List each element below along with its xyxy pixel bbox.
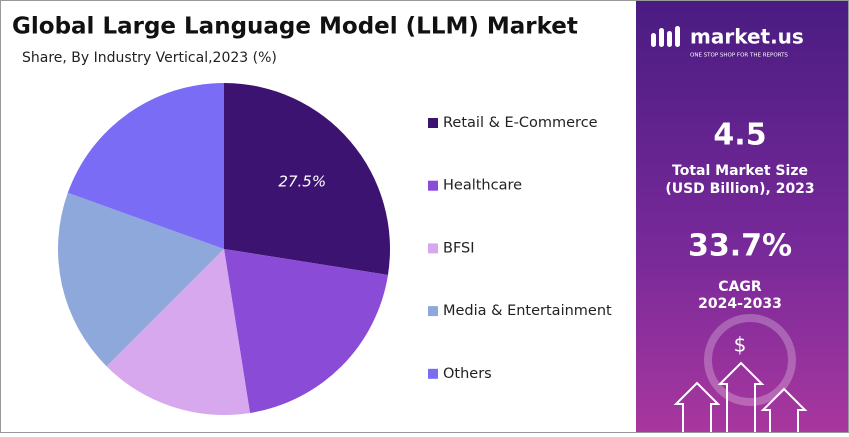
legend-label: Media & Entertainment [443, 303, 612, 319]
side-panel: market.us ONE STOP SHOP FOR THE REPORTS … [636, 1, 848, 432]
legend-swatch [428, 118, 438, 128]
pie-slice [224, 83, 390, 275]
legend-label: Retail & E-Commerce [443, 115, 598, 131]
market-size: 4.5 [713, 118, 766, 153]
legend-label: Others [443, 366, 492, 382]
pie-slice [224, 249, 388, 413]
cagr-label: CAGR [718, 279, 762, 295]
legend-label: BFSI [443, 240, 475, 256]
currency: $ [734, 333, 747, 357]
market-size-label: Total Market Size [672, 163, 808, 179]
data-label: 27.5% [278, 173, 326, 191]
legend-swatch [428, 368, 438, 379]
pie-slice [67, 83, 225, 249]
logo-icon [651, 26, 680, 47]
market-size-label: (USD Billion), 2023 [665, 181, 814, 197]
brand: market.us [690, 25, 804, 49]
tagline: ONE STOP SHOP FOR THE REPORTS [690, 53, 788, 59]
cagr: 33.7% [688, 229, 792, 264]
chart-title: Global Large Language Model (LLM) Market [12, 14, 578, 40]
pie-slice [57, 192, 224, 367]
cagr-label: 2024-2033 [698, 296, 782, 312]
deco-circle [704, 314, 796, 406]
arrows [673, 361, 808, 432]
chart-subtitle: Share, By Industry Vertical,2023 (%) [22, 50, 277, 66]
pie-slice [106, 249, 250, 416]
legend-swatch [428, 243, 438, 254]
panel-bg [636, 1, 848, 432]
legend-swatch [428, 180, 438, 191]
legend-label: Healthcare [443, 178, 522, 194]
legend-swatch [428, 306, 438, 317]
